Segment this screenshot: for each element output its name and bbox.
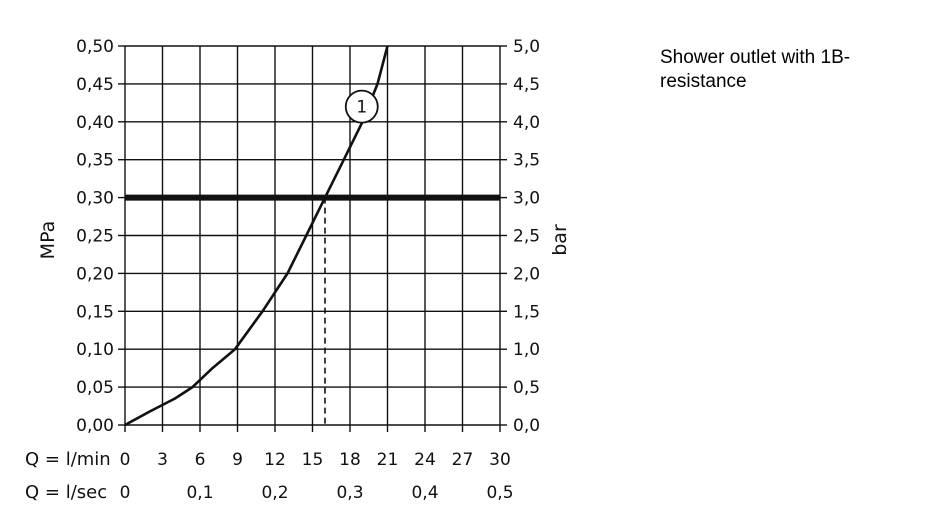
y-right-tick-label: 5,0	[513, 37, 540, 57]
series-marker-circle	[344, 89, 379, 124]
y-left-tick-label: 0,45	[76, 75, 114, 95]
x-primary-axis-label: Q = l/min	[25, 449, 111, 470]
x-primary-tick-label: 27	[452, 450, 474, 470]
y-right-tick-label: 0,5	[513, 378, 540, 398]
y-right-tick-label: 2,0	[513, 264, 540, 284]
curve-layer	[124, 45, 389, 427]
chart-grid	[118, 45, 507, 432]
x-primary-tick-label: 9	[232, 450, 243, 470]
x-primary-tick-label: 3	[157, 450, 168, 470]
x-primary-tick-label: 15	[302, 450, 324, 470]
x-primary-tick-label: 6	[195, 450, 206, 470]
y-left-tick-labels: 0,00 0,05 0,10 0,15 0,20 0,25 0,30 0,35 0,40 0,45…	[76, 37, 114, 436]
x-secondary-tick-label: 0,2	[261, 483, 288, 503]
y-left-tick-label: 0,00	[76, 416, 114, 436]
y-right-tick-label: 4,0	[513, 113, 540, 133]
y-left-tick-label: 0,10	[76, 340, 114, 360]
y-right-axis-label: bar	[549, 224, 571, 256]
x-secondary-tick-label: 0,5	[486, 483, 513, 503]
y-right-tick-label: 1,5	[513, 302, 540, 322]
y-left-tick-label: 0,25	[76, 227, 114, 247]
x-primary-tick-label: 0	[120, 450, 131, 470]
y-left-tick-label: 0,05	[76, 378, 114, 398]
x-primary-tick-labels: 0 3 6 9 12 15 18 21 24 27 30	[120, 450, 511, 470]
series-marker-label: 1	[356, 98, 367, 118]
y-right-tick-label: 3,5	[513, 151, 540, 171]
x-secondary-tick-label: 0,1	[186, 483, 213, 503]
x-secondary-axis-label: Q = l/sec	[25, 482, 107, 503]
y-right-tick-label: 2,5	[513, 227, 540, 247]
x-primary-tick-label: 12	[264, 450, 286, 470]
y-left-tick-label: 0,35	[76, 151, 114, 171]
series-marker-layer: 1	[344, 89, 379, 124]
y-right-tick-label: 1,0	[513, 340, 540, 360]
y-left-tick-label: 0,40	[76, 113, 114, 133]
x-primary-tick-label: 21	[377, 450, 399, 470]
x-secondary-tick-label: 0,4	[411, 483, 438, 503]
y-right-tick-labels: 0,0 0,5 1,0 1,5 2,0 2,5 3,0 3,5 4,0 4,5 5,0	[513, 37, 540, 436]
y-left-tick-label: 0,20	[76, 264, 114, 284]
x-primary-tick-label: 24	[414, 450, 436, 470]
chart-title: Shower outlet with 1B-resistance	[660, 47, 851, 92]
x-secondary-tick-label: 0,3	[336, 483, 363, 503]
y-right-tick-label: 0,0	[513, 416, 540, 436]
x-secondary-tick-label: 0	[120, 483, 131, 503]
x-primary-tick-label: 30	[489, 450, 511, 470]
x-secondary-tick-labels: 0 0,1 0,2 0,3 0,4 0,5	[120, 483, 514, 503]
y-left-tick-label: 0,50	[76, 37, 114, 57]
y-right-tick-label: 3,0	[513, 189, 540, 209]
series-curve	[124, 45, 389, 427]
x-primary-tick-label: 18	[339, 450, 361, 470]
y-left-axis-label: MPa	[37, 221, 59, 260]
y-left-tick-label: 0,30	[76, 189, 114, 209]
y-right-tick-label: 4,5	[513, 75, 540, 95]
y-left-tick-label: 0,15	[76, 302, 114, 322]
